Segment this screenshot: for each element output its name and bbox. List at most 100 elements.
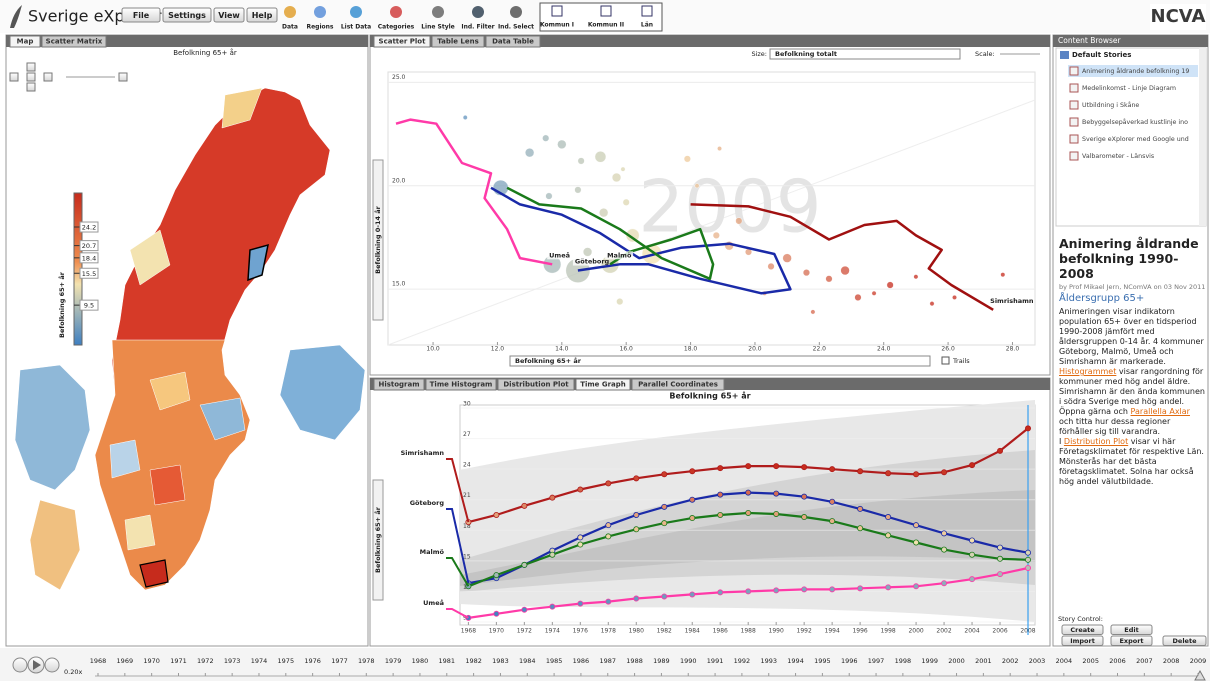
series-point[interactable] — [802, 465, 807, 470]
timeline-year[interactable]: 1984 — [519, 657, 536, 665]
series-point[interactable] — [606, 534, 611, 539]
bubble[interactable] — [525, 148, 534, 157]
toolbar-icon[interactable] — [510, 6, 522, 18]
timeline-year[interactable]: 1991 — [707, 657, 724, 665]
series-point[interactable] — [662, 521, 667, 526]
bubble[interactable] — [621, 167, 625, 171]
toolbar-label[interactable]: List Data — [341, 24, 371, 31]
series-point[interactable] — [1025, 426, 1030, 431]
toolbar-icon[interactable] — [284, 6, 296, 18]
menu-label[interactable]: File — [133, 11, 150, 20]
series-point[interactable] — [941, 531, 946, 536]
tab-label[interactable]: Scatter Matrix — [46, 38, 103, 46]
timeline-year[interactable]: 1995 — [814, 657, 831, 665]
toggle-icon[interactable] — [642, 6, 652, 16]
story-item[interactable]: Bebyggelsepåverkad kustlinje ino — [1082, 117, 1188, 126]
series-point[interactable] — [578, 535, 583, 540]
series-point[interactable] — [997, 545, 1002, 550]
series-point[interactable] — [830, 467, 835, 472]
tab-label[interactable]: Time Histogram — [430, 381, 493, 389]
series-point[interactable] — [913, 472, 918, 477]
bubble[interactable] — [616, 298, 623, 305]
series-point[interactable] — [606, 599, 611, 604]
toolbar-icon[interactable] — [432, 6, 444, 18]
series-point[interactable] — [550, 552, 555, 557]
toolbar-label[interactable]: Ind. Filter — [461, 24, 494, 31]
tab-label[interactable]: Data Table — [492, 38, 534, 46]
toolbar-icon[interactable] — [390, 6, 402, 18]
timeline-year[interactable]: 1985 — [546, 657, 563, 665]
timeline-year[interactable]: 1994 — [787, 657, 804, 665]
bubble[interactable] — [855, 294, 862, 301]
bubble[interactable] — [803, 269, 810, 276]
bubble[interactable] — [463, 115, 467, 119]
series-point[interactable] — [858, 586, 863, 591]
series-point[interactable] — [969, 552, 974, 557]
nav-button[interactable] — [27, 83, 35, 91]
rewind-button[interactable] — [13, 658, 27, 672]
series-point[interactable] — [746, 589, 751, 594]
bubble[interactable] — [583, 248, 592, 257]
timeline-year[interactable]: 2009 — [1190, 657, 1207, 665]
series-point[interactable] — [634, 476, 639, 481]
nav-button[interactable] — [27, 63, 35, 71]
bubble[interactable] — [542, 135, 549, 142]
timeline-year[interactable]: 2007 — [1136, 657, 1153, 665]
bubble[interactable] — [914, 275, 918, 279]
timeline-year[interactable]: 1968 — [90, 657, 107, 665]
series-point[interactable] — [886, 514, 891, 519]
story-button-label[interactable]: Import — [1070, 637, 1095, 645]
timeline-year[interactable]: 2001 — [975, 657, 992, 665]
story-link[interactable]: Histogrammet — [1059, 367, 1116, 376]
story-button-label[interactable]: Delete — [1173, 637, 1198, 645]
y-axis-label[interactable]: Befolkning 65+ år — [373, 506, 382, 573]
timeline-year[interactable]: 1981 — [439, 657, 456, 665]
series-point[interactable] — [522, 562, 527, 567]
bubble[interactable] — [872, 291, 876, 295]
bubble[interactable] — [826, 276, 833, 283]
timeline-year[interactable]: 2005 — [1082, 657, 1099, 665]
bubble[interactable] — [612, 173, 621, 182]
timeline-year[interactable]: 1976 — [304, 657, 321, 665]
bubble[interactable] — [684, 156, 691, 163]
tab-label[interactable]: Histogram — [378, 381, 419, 389]
series-point[interactable] — [634, 596, 639, 601]
tab-label[interactable]: Scatter Plot — [379, 38, 427, 46]
series-point[interactable] — [1025, 550, 1030, 555]
timeline-year[interactable]: 1992 — [734, 657, 751, 665]
bubble[interactable] — [578, 158, 585, 165]
series-point[interactable] — [690, 469, 695, 474]
series-point[interactable] — [606, 523, 611, 528]
toolbar-label[interactable]: Regions — [306, 24, 333, 31]
toolbar-icon[interactable] — [472, 6, 484, 18]
scrollbar[interactable] — [1199, 48, 1206, 226]
bubble[interactable] — [841, 266, 850, 275]
series-point[interactable] — [830, 519, 835, 524]
nav-button[interactable] — [27, 73, 35, 81]
series-point[interactable] — [941, 470, 946, 475]
series-point[interactable] — [941, 547, 946, 552]
series-point[interactable] — [522, 607, 527, 612]
series-point[interactable] — [634, 527, 639, 532]
series-point[interactable] — [913, 523, 918, 528]
tab-label[interactable]: Table Lens — [437, 38, 479, 46]
toolbar-label[interactable]: Data — [282, 24, 298, 31]
series-point[interactable] — [886, 585, 891, 590]
bubble[interactable] — [930, 301, 934, 305]
timeline-year[interactable]: 1989 — [653, 657, 670, 665]
bubble[interactable] — [768, 263, 775, 270]
series-point[interactable] — [886, 533, 891, 538]
series-point[interactable] — [830, 587, 835, 592]
bubble[interactable] — [736, 218, 743, 225]
series-point[interactable] — [718, 590, 723, 595]
series-point[interactable] — [997, 571, 1002, 576]
toggle-icon[interactable] — [601, 6, 611, 16]
story-item[interactable]: Sverige eXplorer med Google und — [1082, 136, 1189, 143]
story-item[interactable]: Utbildning i Skåne — [1082, 100, 1139, 109]
tab-label[interactable]: Time Graph — [580, 381, 626, 389]
series-point[interactable] — [578, 601, 583, 606]
timeline-year[interactable]: 1970 — [143, 657, 160, 665]
timeline-year[interactable]: 1999 — [921, 657, 938, 665]
series-point[interactable] — [550, 495, 555, 500]
bubble[interactable] — [952, 295, 956, 299]
